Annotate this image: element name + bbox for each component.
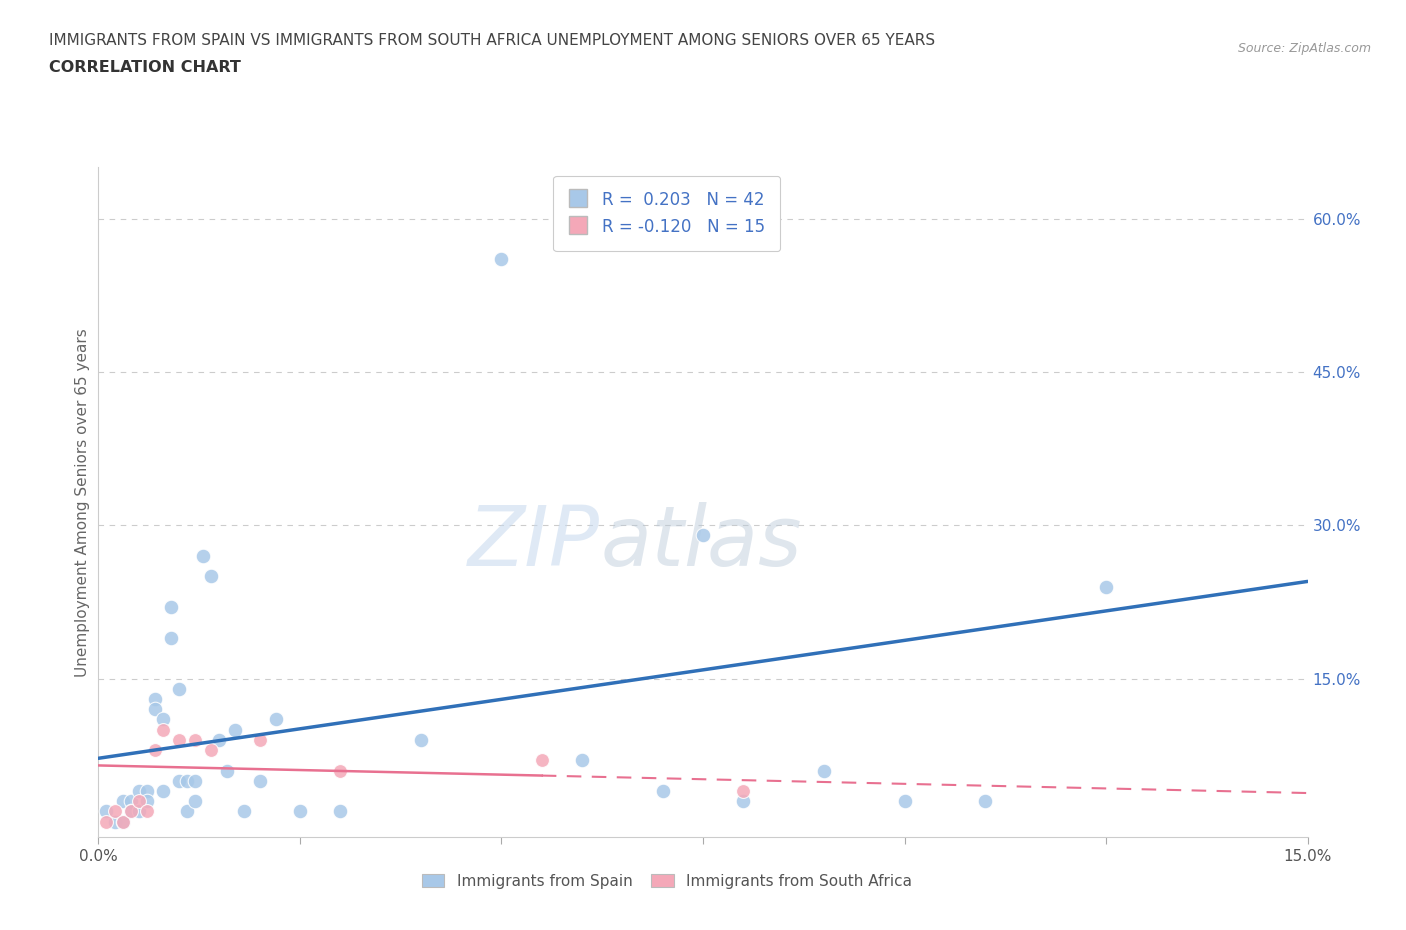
Point (530, 753, 553, 768)
Point (329, 804, 352, 819)
Point (111, 815, 134, 830)
Point (217, 764, 239, 778)
Text: ZIP: ZIP (468, 502, 600, 583)
Point (200, 569, 222, 584)
Point (135, 784, 157, 799)
Point (103, 815, 125, 830)
Point (96, 804, 118, 819)
Point (232, 804, 254, 819)
Point (193, 549, 215, 564)
Point (120, 804, 142, 819)
Point (96, 815, 118, 830)
Point (733, 784, 755, 799)
Text: atlas: atlas (600, 502, 801, 583)
Point (128, 794, 150, 809)
Point (224, 723, 246, 737)
Point (651, 784, 673, 799)
Point (491, 252, 513, 267)
Point (208, 733, 231, 748)
Point (249, 774, 271, 789)
Point (103, 804, 125, 819)
Text: IMMIGRANTS FROM SPAIN VS IMMIGRANTS FROM SOUTH AFRICA UNEMPLOYMENT AMONG SENIORS: IMMIGRANTS FROM SPAIN VS IMMIGRANTS FROM… (49, 33, 935, 47)
Point (167, 733, 190, 748)
Point (571, 753, 593, 768)
Point (167, 682, 190, 697)
Point (111, 815, 134, 830)
Point (143, 702, 166, 717)
Point (120, 794, 142, 809)
Point (167, 774, 190, 789)
Point (893, 794, 915, 809)
Point (135, 804, 157, 819)
Point (128, 804, 150, 819)
Legend: Immigrants from Spain, Immigrants from South Africa: Immigrants from Spain, Immigrants from S… (413, 866, 920, 897)
Point (974, 794, 997, 809)
Point (160, 600, 183, 615)
Point (692, 528, 714, 543)
Text: CORRELATION CHART: CORRELATION CHART (49, 60, 240, 75)
Point (184, 774, 207, 789)
Point (160, 631, 183, 645)
Point (409, 733, 432, 748)
Point (152, 712, 174, 727)
Point (184, 733, 207, 748)
Point (152, 723, 174, 737)
Y-axis label: Unemployment Among Seniors over 65 years: Unemployment Among Seniors over 65 years (75, 328, 90, 677)
Point (128, 784, 150, 799)
Point (184, 794, 207, 809)
Point (143, 692, 166, 707)
Point (329, 764, 352, 778)
Point (733, 794, 755, 809)
Point (143, 743, 166, 758)
Text: Source: ZipAtlas.com: Source: ZipAtlas.com (1237, 42, 1371, 55)
Point (111, 794, 134, 809)
Point (152, 784, 174, 799)
Point (200, 743, 222, 758)
Point (264, 712, 287, 727)
Point (135, 794, 157, 809)
Point (120, 804, 142, 819)
Point (1095, 579, 1118, 594)
Point (288, 804, 311, 819)
Point (176, 804, 198, 819)
Point (813, 764, 835, 778)
Point (176, 774, 198, 789)
Point (249, 733, 271, 748)
